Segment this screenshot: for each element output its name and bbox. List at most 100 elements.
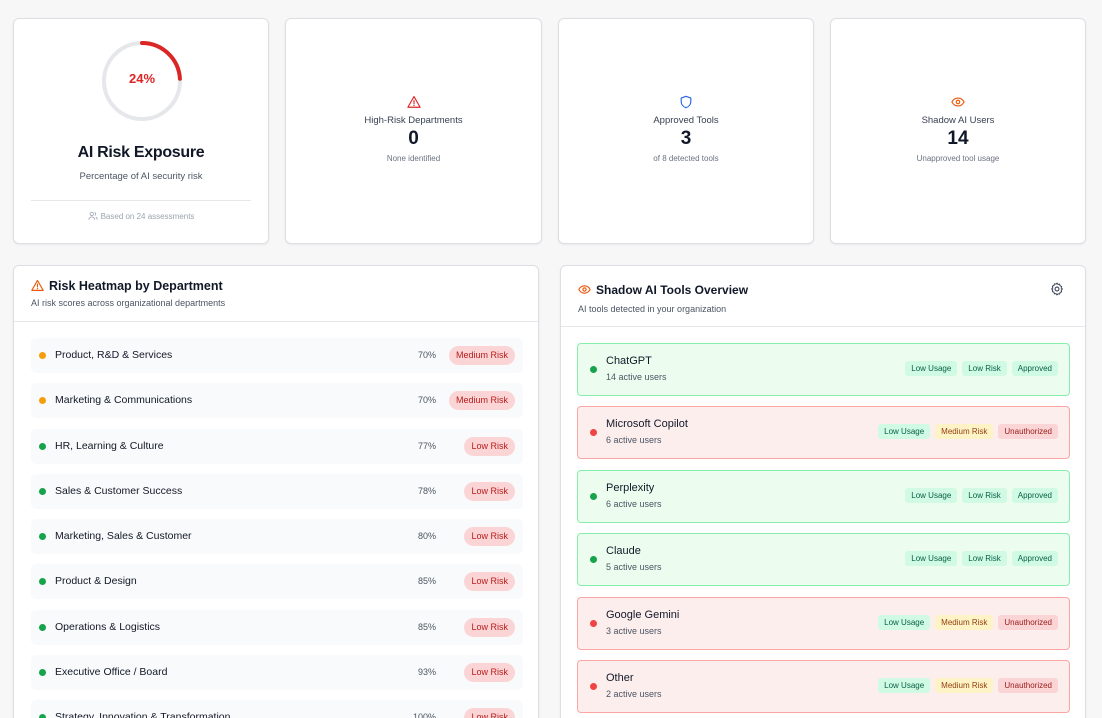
users-icon (87, 211, 98, 220)
risk-badge: Low Risk (464, 663, 515, 683)
tool-tag: Low Usage (905, 551, 958, 567)
tool-tag: Low Risk (962, 361, 1007, 376)
department-name: Marketing & Communications (55, 394, 193, 407)
tool-name: Microsoft Copilot (606, 418, 688, 431)
shadow-tools-subtitle: AI tools detected in your organization (578, 304, 727, 314)
tool-name: Google Gemini (606, 608, 680, 621)
risk-badge: Medium Risk (448, 391, 515, 411)
risk-heatmap-card: Risk Heatmap by Department AI risk score… (13, 265, 539, 718)
department-name: Operations & Logistics (55, 620, 161, 633)
heatmap-title-text: Risk Heatmap by Department (49, 279, 223, 293)
tool-users: 6 active users (606, 498, 662, 509)
department-name: Product, R&D & Services (55, 349, 173, 361)
risk-badge: Low Risk (464, 527, 515, 547)
shield-icon (680, 95, 692, 109)
risk-dot (39, 669, 46, 677)
department-name: Executive Office / Board (55, 666, 168, 679)
tool-tag: Low Usage (905, 487, 958, 503)
warning-triangle-icon (31, 279, 44, 291)
stat-subtext: Unapproved tool usage (916, 154, 1000, 163)
department-score: 77% (417, 440, 436, 451)
stat-subtext: of 8 detected tools (653, 154, 719, 163)
tool-tag: Medium Risk (935, 614, 994, 630)
department-name: Product & Design (55, 575, 137, 588)
tool-name: ChatGPT (606, 355, 652, 367)
department-row[interactable]: Marketing, Sales & Customer 80% Low Risk (31, 519, 523, 555)
department-list: Product, R&D & Services 70% Medium Risk Mar… (31, 338, 523, 718)
status-dot (590, 619, 597, 627)
status-dot (590, 492, 597, 500)
stat-subtext: None identified (386, 154, 441, 163)
tool-row[interactable]: Perplexity 6 active users Low Usage Low Ris… (577, 469, 1070, 523)
tool-users: 3 active users (606, 625, 662, 636)
ai-risk-exposure-card: 24% AI Risk Exposure Percentage of AI se… (13, 18, 269, 244)
risk-dot (39, 533, 46, 541)
department-score: 100% (412, 712, 436, 718)
stat-value: 0 (408, 128, 419, 149)
tool-tags: Low Usage Medium Risk Unauthorized (878, 614, 1058, 630)
gear-icon[interactable] (1050, 282, 1064, 296)
heatmap-title: Risk Heatmap by Department (31, 279, 223, 293)
tool-tags: Low Usage Low Risk Approved (905, 551, 1058, 567)
tool-name: Perplexity (606, 481, 655, 494)
department-row[interactable]: Strategy, Innovation & Transformation 100… (31, 700, 523, 718)
department-row[interactable]: Operations & Logistics 85% Low Risk (31, 609, 523, 645)
status-dot (590, 366, 597, 373)
shadow-tools-title-text: Shadow AI Tools Overview (596, 283, 749, 297)
tool-tag: Low Usage (878, 614, 931, 630)
department-row[interactable]: Sales & Customer Success 78% Low Risk (31, 473, 523, 509)
tool-row[interactable]: Microsoft Copilot 6 active users Low Usage… (577, 406, 1070, 460)
warning-triangle-icon (406, 96, 421, 108)
risk-dot (39, 397, 46, 405)
divider (31, 200, 251, 201)
tool-row[interactable]: Other 2 active users Low Usage Medium Risk U… (577, 659, 1070, 713)
department-score: 80% (417, 531, 436, 542)
tool-users: 6 active users (606, 435, 662, 446)
risk-badge: Medium Risk (448, 346, 515, 365)
risk-dot (39, 487, 46, 495)
department-row[interactable]: HR, Learning & Culture 77% Low Risk (31, 428, 523, 464)
eye-icon (951, 97, 965, 107)
tool-tag: Medium Risk (935, 677, 994, 693)
shadow-tools-header: Shadow AI Tools Overview AI tools detect… (561, 266, 1085, 327)
tool-tag: Unauthorized (998, 677, 1058, 693)
approved-tools-card: Approved Tools 3 of 8 detected tools (558, 18, 814, 244)
tool-users: 2 active users (606, 688, 662, 699)
exposure-title: AI Risk Exposure (77, 144, 205, 161)
tool-name: Claude (606, 545, 641, 558)
stat-value: 3 (680, 128, 692, 149)
tool-tag: Approved (1011, 551, 1058, 567)
tool-tag: Approved (1011, 487, 1058, 503)
tool-tag: Low Usage (878, 424, 931, 440)
risk-gauge (102, 41, 182, 121)
shadow-tools-list: ChatGPT 14 active users Low Usage Low Risk A… (577, 343, 1070, 718)
tool-tag: Unauthorized (998, 614, 1058, 630)
tool-row[interactable]: Google Gemini 3 active users Low Usage Medi… (577, 596, 1070, 650)
stat-label: Shadow AI Users (921, 115, 995, 126)
department-name: HR, Learning & Culture (55, 439, 164, 452)
tool-tags: Low Usage Medium Risk Unauthorized (878, 677, 1058, 693)
tool-tag: Unauthorized (998, 424, 1058, 440)
risk-dot (39, 714, 46, 718)
risk-dot (39, 623, 46, 631)
department-row[interactable]: Product, R&D & Services 70% Medium Risk (31, 338, 523, 373)
risk-badge: Low Risk (464, 436, 515, 456)
status-dot (590, 429, 597, 437)
department-name: Sales & Customer Success (55, 484, 183, 497)
assessment-count-text: Based on 24 assessments (100, 212, 195, 221)
tool-tag: Low Usage (905, 361, 958, 376)
tool-tags: Low Usage Low Risk Approved (905, 361, 1058, 376)
department-row[interactable]: Executive Office / Board 93% Low Risk (31, 655, 523, 691)
department-row[interactable]: Marketing & Communications 70% Medium Risk (31, 383, 523, 419)
tool-users: 5 active users (606, 562, 662, 573)
tool-tag: Medium Risk (935, 424, 994, 440)
tool-row[interactable]: Claude 5 active users Low Usage Low Risk App… (577, 533, 1070, 587)
department-row[interactable]: Product & Design 85% Low Risk (31, 564, 523, 600)
shadow-tools-title: Shadow AI Tools Overview (578, 283, 748, 297)
assessment-count: Based on 24 assessments (14, 211, 268, 221)
department-score: 93% (417, 667, 436, 678)
stat-label: High-Risk Departments (364, 115, 463, 126)
department-score: 70% (417, 350, 436, 360)
shadow-ai-tools-card: Shadow AI Tools Overview AI tools detect… (560, 265, 1086, 718)
tool-row[interactable]: ChatGPT 14 active users Low Usage Low Risk A… (577, 343, 1070, 396)
